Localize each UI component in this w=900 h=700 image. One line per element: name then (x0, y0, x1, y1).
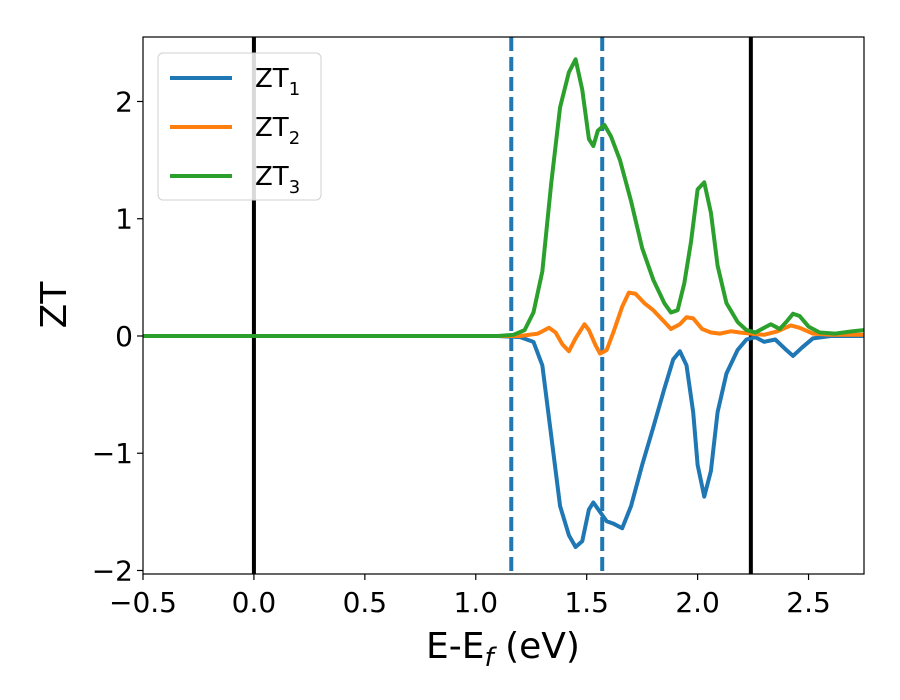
x-tick-label: −0.5 (109, 586, 177, 619)
legend-label-zt1: ZT1 (255, 64, 300, 100)
y-tick-label: −2 (92, 554, 133, 587)
y-tick-label: −1 (92, 437, 133, 470)
x-tick-label: 0.0 (232, 586, 277, 619)
y-tick-label: 0 (115, 320, 133, 353)
y-axis-label: ZT (34, 281, 75, 329)
x-tick-label: 1.5 (564, 586, 609, 619)
x-tick-label: 1.0 (454, 586, 499, 619)
plot-frame (142, 36, 865, 575)
x-tick-label: 0.5 (343, 586, 388, 619)
x-axis-label: E-Ef (eV) (426, 626, 580, 673)
legend-box (157, 52, 322, 201)
y-tick-label: 2 (115, 85, 133, 118)
legend-label-zt2: ZT2 (255, 113, 300, 149)
series-line-zt2 (143, 290, 864, 356)
x-tick-label: 2.5 (786, 586, 831, 619)
legend: ZT1 ZT2 ZT3 (157, 52, 322, 201)
series-line-zt3 (143, 57, 864, 338)
x-tick-label: 2.0 (675, 586, 720, 619)
y-tick-label: 1 (115, 203, 133, 236)
legend-label-zt3: ZT3 (255, 162, 300, 198)
series-line-zt1 (143, 333, 864, 550)
